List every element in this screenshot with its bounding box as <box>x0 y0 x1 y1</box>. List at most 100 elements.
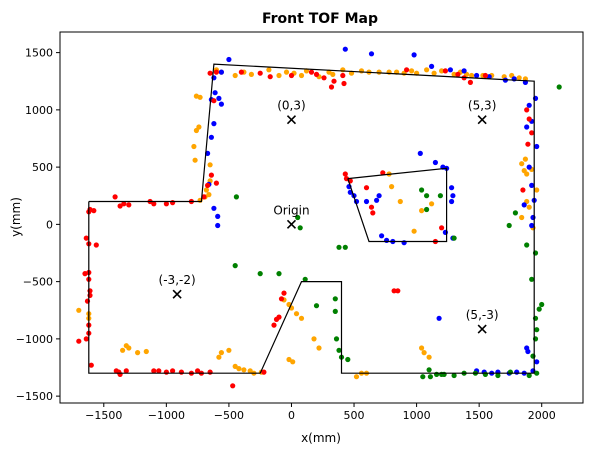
point-orange-84 <box>411 228 417 234</box>
point-red-15 <box>455 71 461 77</box>
point-green-31 <box>534 370 540 376</box>
annotation-label-3: (-3,-2) <box>159 273 196 287</box>
point-red-4 <box>267 74 273 80</box>
point-blue-35 <box>529 222 535 229</box>
point-green-11 <box>333 336 340 342</box>
point-red-3 <box>257 70 263 76</box>
x-tick-label-1000: 1000 <box>403 409 431 422</box>
point-blue-29 <box>534 143 540 150</box>
point-red-83 <box>529 130 535 136</box>
point-blue-34 <box>530 214 536 221</box>
point-blue-41 <box>450 193 456 199</box>
point-red-65 <box>271 322 277 328</box>
point-green-6 <box>297 225 303 231</box>
point-orange-49 <box>76 307 82 313</box>
point-orange-82 <box>389 184 395 190</box>
point-red-11 <box>340 72 346 79</box>
point-blue-1 <box>218 69 224 75</box>
point-blue-56 <box>436 315 442 321</box>
point-green-8 <box>313 303 320 309</box>
point-orange-54 <box>126 345 132 351</box>
point-green-17 <box>419 187 425 193</box>
point-green-15 <box>336 244 342 250</box>
point-blue-3 <box>212 90 218 96</box>
point-red-43 <box>87 292 93 298</box>
point-red-38 <box>93 242 99 248</box>
plot-frame <box>59 31 584 404</box>
point-red-62 <box>207 369 213 375</box>
point-orange-46 <box>206 192 212 198</box>
point-green-20 <box>424 206 430 213</box>
point-green-38 <box>529 276 535 282</box>
point-red-9 <box>328 84 335 90</box>
point-orange-63 <box>247 368 253 374</box>
point-blue-40 <box>449 185 455 191</box>
point-orange-88 <box>524 171 530 177</box>
point-red-22 <box>213 180 219 186</box>
point-blue-30 <box>526 164 532 170</box>
point-orange-38 <box>197 94 203 100</box>
point-green-44 <box>427 374 433 380</box>
marker-1 <box>477 115 487 125</box>
point-green-2 <box>257 271 263 277</box>
point-blue-50 <box>374 197 380 203</box>
point-red-53 <box>123 368 129 374</box>
point-orange-72 <box>316 345 322 351</box>
point-orange-40 <box>193 127 199 134</box>
point-blue-18 <box>447 67 453 73</box>
point-orange-85 <box>419 208 425 214</box>
point-green-28 <box>495 372 501 379</box>
point-red-55 <box>156 368 162 374</box>
marker-0 <box>286 115 297 125</box>
point-blue-37 <box>432 159 438 166</box>
point-blue-19 <box>461 68 467 74</box>
y-tick-label-0: 0 <box>46 218 53 231</box>
point-orange-7 <box>283 69 290 75</box>
point-blue-17 <box>429 63 435 69</box>
point-blue-14 <box>342 46 348 52</box>
point-green-43 <box>420 374 426 380</box>
y-tick-label-1000: 1000 <box>25 104 53 117</box>
point-red-81 <box>524 107 530 113</box>
point-orange-74 <box>290 359 296 365</box>
point-red-23 <box>201 194 207 200</box>
point-orange-55 <box>135 350 141 356</box>
point-orange-56 <box>143 348 149 355</box>
point-red-19 <box>211 98 217 104</box>
point-blue-12 <box>215 213 221 219</box>
point-red-2 <box>238 69 244 75</box>
point-red-25 <box>170 200 176 206</box>
room-outline <box>88 63 535 374</box>
point-orange-83 <box>397 198 403 205</box>
point-green-9 <box>332 296 338 302</box>
annotation-label-2: Origin <box>273 203 309 217</box>
point-blue-67 <box>524 345 530 351</box>
point-blue-33 <box>521 202 527 208</box>
point-green-24 <box>451 372 457 379</box>
marker-2 <box>286 219 297 229</box>
point-red-84 <box>525 141 531 147</box>
point-blue-16 <box>411 52 417 58</box>
point-red-5 <box>288 72 295 79</box>
point-red-47 <box>83 336 89 342</box>
point-orange-71 <box>311 336 317 342</box>
point-orange-18 <box>376 69 382 75</box>
point-blue-43 <box>442 229 448 235</box>
point-orange-41 <box>191 143 197 150</box>
point-green-22 <box>426 367 432 373</box>
point-red-52 <box>117 371 123 377</box>
point-orange-25 <box>431 70 437 76</box>
point-green-5 <box>295 214 301 221</box>
point-green-42 <box>524 242 530 248</box>
x-tick-label-500: 500 <box>344 409 365 422</box>
y-tick-label--500: −500 <box>23 276 53 289</box>
x-tick-label--1500: −1500 <box>85 409 122 422</box>
x-tick-label--500: −500 <box>214 409 244 422</box>
point-red-20 <box>208 172 214 178</box>
point-red-7 <box>313 71 320 77</box>
point-blue-31 <box>529 182 535 188</box>
point-blue-53 <box>384 237 390 243</box>
point-green-29 <box>507 369 513 375</box>
point-red-1 <box>213 69 219 75</box>
